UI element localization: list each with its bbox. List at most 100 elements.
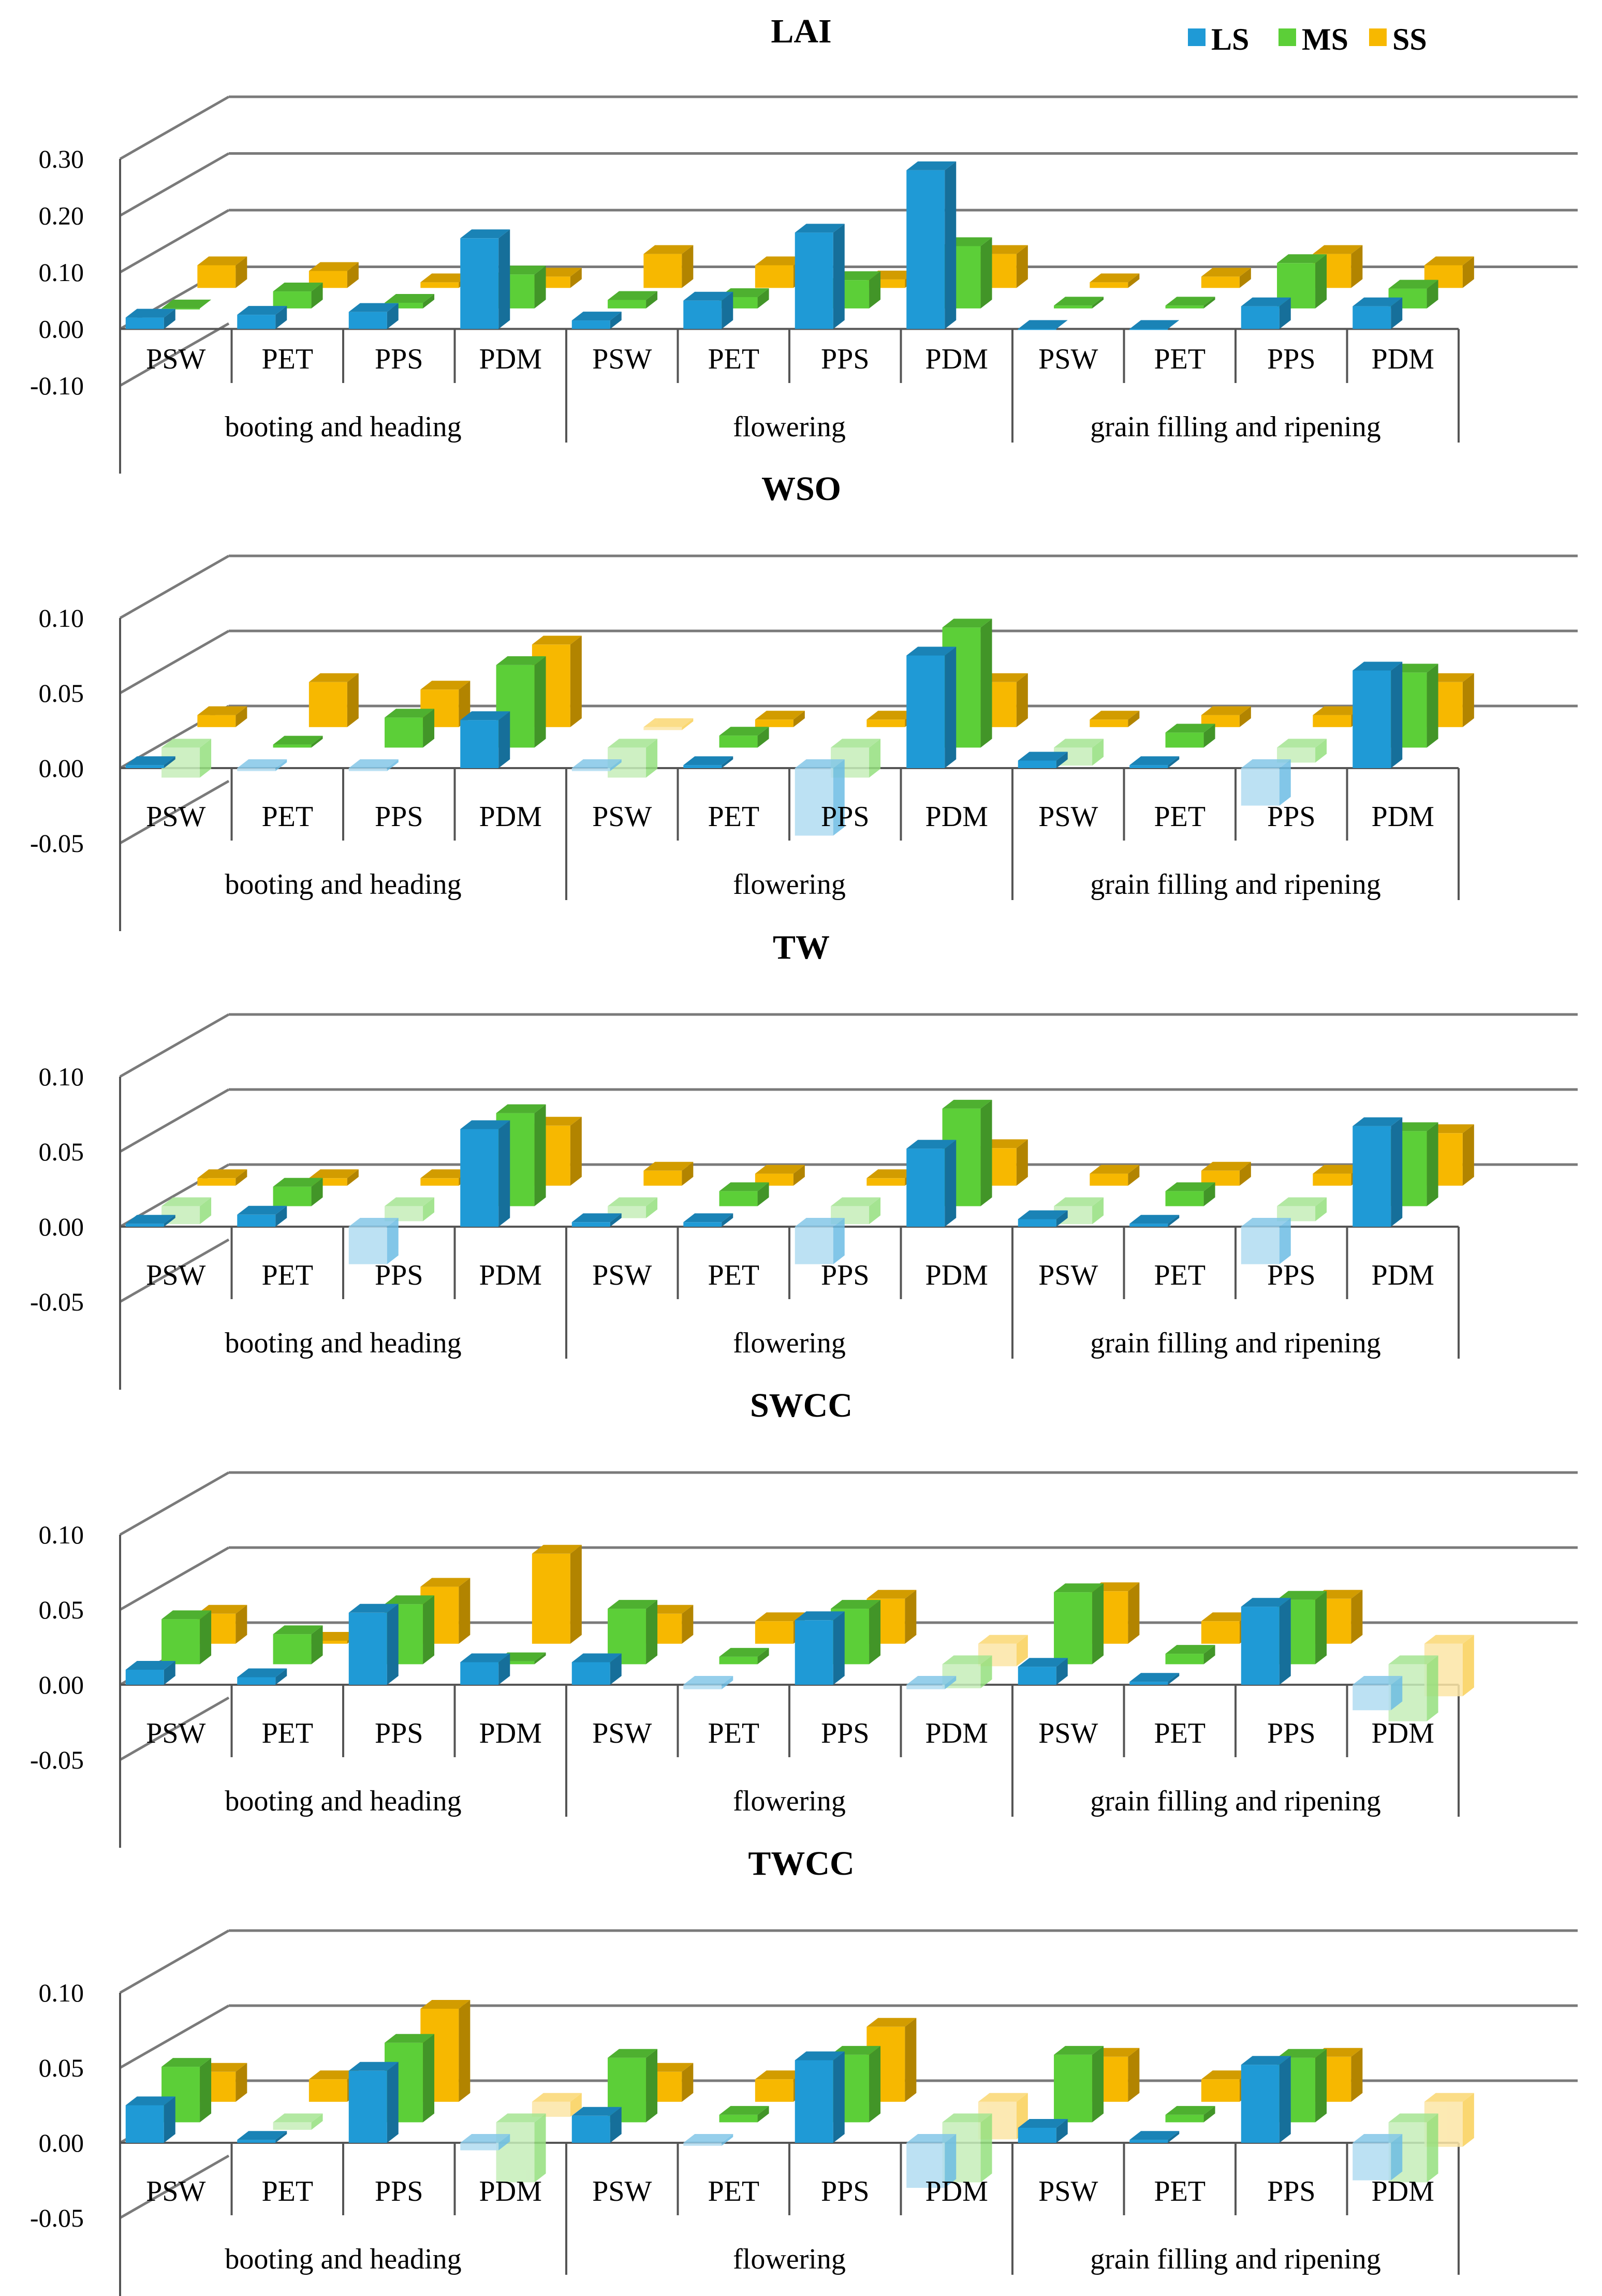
x-category-label: PPS <box>821 1717 869 1749</box>
bar-front-face <box>906 1149 945 1227</box>
bar-top-face <box>532 636 582 645</box>
bar-front-face <box>273 1186 312 1206</box>
bar-top-face <box>683 2134 733 2143</box>
bar-top-face <box>906 1676 957 1685</box>
y-tick-label: 0.00 <box>39 754 84 783</box>
bar-top-face <box>1353 1676 1403 1685</box>
bar-side-face <box>833 224 845 329</box>
bar-front-face <box>755 265 793 288</box>
bar-side-face <box>722 291 733 329</box>
x-category-label: PSW <box>592 2175 652 2207</box>
bar-top-face <box>1018 2119 1068 2128</box>
bar-side-face <box>1056 2119 1068 2143</box>
bar-ms-psw-8 <box>1054 2045 1104 2123</box>
bar-ss-pdm-3 <box>532 2093 582 2117</box>
gridline-side <box>119 1546 230 1611</box>
bar-top-face <box>1353 2134 1403 2143</box>
bar-side-face <box>1351 245 1363 288</box>
x-category-label: PPS <box>375 1259 423 1291</box>
bar-side-face <box>980 1099 992 1206</box>
bar-ls-pet-5 <box>683 2134 733 2146</box>
bar-top-face <box>420 1169 471 1179</box>
bar-top-face <box>1424 2093 1474 2102</box>
bar-side-face <box>1203 2106 1215 2123</box>
bar-front-face <box>571 1662 610 1685</box>
bar-top-face <box>161 1610 212 1620</box>
y-tick-label: 0.00 <box>39 315 84 344</box>
bar-front-face <box>1241 1227 1280 1264</box>
bar-side-face <box>200 2058 212 2123</box>
x-category-label: PET <box>1154 343 1206 375</box>
bar-side-face <box>1462 256 1474 288</box>
bar-top-face <box>795 1218 845 1227</box>
bar-front-face <box>1353 670 1391 768</box>
bar-top-face <box>197 256 247 266</box>
bar-ss-psw-0 <box>197 256 247 288</box>
bar-side-face <box>682 718 694 730</box>
bar-top-face <box>608 1600 658 1609</box>
bar-ss-pps-6 <box>866 1169 917 1186</box>
gridline-side <box>119 2004 230 2069</box>
bar-side-face <box>347 1169 359 1186</box>
bar-front-face <box>1090 282 1128 288</box>
bar-front-face <box>1090 1173 1128 1186</box>
bar-side-face <box>236 1169 247 1186</box>
x-category-label: PET <box>708 1259 759 1291</box>
bar-side-face <box>1092 739 1104 766</box>
bar-side-face <box>1203 1645 1215 1665</box>
bar-top-face <box>420 681 471 690</box>
bar-top-face <box>1277 739 1327 748</box>
bar-side-face <box>869 2045 881 2123</box>
bar-side-face <box>423 709 435 748</box>
bar-top-face <box>1129 320 1180 329</box>
bar-top-face <box>1313 1165 1363 1174</box>
axis-floor-edge <box>119 779 230 845</box>
bar-front-face <box>1018 1667 1056 1685</box>
bar-top-face <box>496 656 546 665</box>
bar-side-face <box>311 1178 323 1206</box>
bar-ms-pet-9 <box>1165 2106 1215 2123</box>
bar-front-face <box>460 238 499 329</box>
bar-front-face <box>1129 2140 1168 2143</box>
bar-top-face <box>1090 1165 1140 1174</box>
x-group-label: booting and heading <box>225 869 461 901</box>
bar-side-face <box>610 1653 622 1685</box>
bar-ls-pet-1 <box>237 1205 287 1227</box>
bar-top-face <box>385 293 435 303</box>
bar-side-face <box>869 1600 881 1665</box>
bar-front-face <box>1241 306 1280 329</box>
bar-ls-pdm-3 <box>460 1653 510 1685</box>
bar-ms-pdm-3 <box>496 2113 546 2183</box>
bar-ls-pps-2 <box>348 1218 399 1264</box>
bar-front-face <box>1129 329 1168 330</box>
bar-front-face <box>1018 760 1056 768</box>
bar-side-face <box>722 2134 733 2146</box>
bar-side-face <box>757 1182 769 1206</box>
gridline-side <box>119 209 230 274</box>
bar-top-face <box>795 2051 845 2060</box>
bar-side-face <box>164 308 175 329</box>
bar-front-face <box>866 1178 905 1186</box>
axis-floor-edge <box>119 1238 230 1303</box>
bar-ms-pet-5 <box>719 2106 769 2123</box>
bar-side-face <box>833 1611 845 1685</box>
bar-top-face <box>161 2058 212 2067</box>
bar-ls-pps-6 <box>795 1218 845 1264</box>
bar-top-face <box>308 673 359 682</box>
bar-side-face <box>1092 297 1104 308</box>
bar-ss-psw-8 <box>1090 1165 1140 1186</box>
x-group-label: grain filling and ripening <box>1090 411 1380 443</box>
bar-side-face <box>498 229 510 329</box>
bar-ls-pps-6 <box>795 1611 845 1685</box>
bar-top-face <box>273 735 323 745</box>
bar-side-face <box>1168 1673 1180 1685</box>
bar-ss-pdm-11 <box>1424 2093 1474 2147</box>
x-category-label: PSW <box>592 1259 652 1291</box>
bar-ls-pps-6 <box>795 759 845 836</box>
bar-side-face <box>498 711 510 768</box>
bar-side-face <box>570 2093 582 2117</box>
bar-front-face <box>683 300 722 329</box>
bar-top-face <box>348 1603 399 1613</box>
chart-panel-wso: WSO 0.10 0.05 0.00 -0.05 PSW PET PPS PDM PSW PET PP… <box>30 470 1578 931</box>
bar-side-face <box>833 1218 845 1264</box>
